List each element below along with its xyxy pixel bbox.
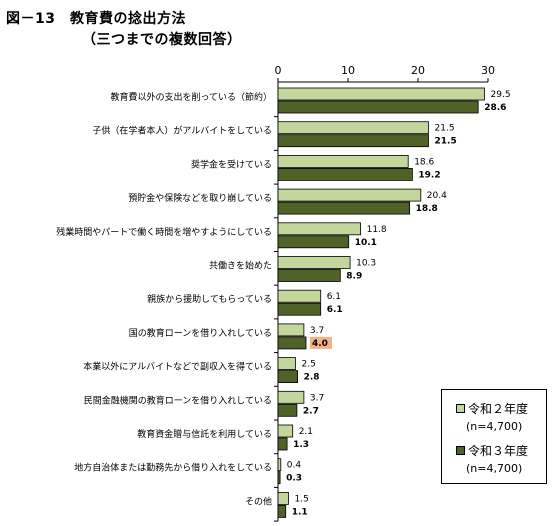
- data-label-series-2: 28.6: [484, 103, 506, 113]
- legend-label: 令和３年度: [468, 444, 529, 458]
- data-label-series-1: 2.1: [299, 427, 313, 437]
- bar-series-1: [277, 491, 289, 505]
- bar-series-1: [277, 390, 305, 404]
- data-label-highlight: [310, 336, 332, 349]
- category-label: 奨学金を受けている: [191, 158, 272, 170]
- bar-series-2: [277, 100, 479, 114]
- data-label-series-1: 3.7: [310, 393, 324, 403]
- data-label-series-1: 2.5: [302, 360, 316, 370]
- category-label: 地方自治体または勤務先から借り入れをしている: [74, 462, 272, 474]
- category-label: 残業時間やパートで働く時間を増やすようにしている: [56, 226, 272, 238]
- bar-series-2: [277, 269, 341, 282]
- category-label: 共働きを始めた: [209, 260, 272, 272]
- chart-title: 図－13 教育費の捻出方法: [6, 11, 186, 27]
- x-tick-label: 0: [275, 64, 282, 77]
- bar-series-2: [277, 504, 287, 518]
- legend-entry-series-1: 令和２年度 (n=4,700): [456, 400, 528, 433]
- data-label-series-2: 2.7: [303, 406, 319, 416]
- bar-series-1: [277, 154, 409, 168]
- data-label-series-2: 1.1: [292, 507, 308, 517]
- category-label: 親族から援助してもらっている: [147, 293, 272, 305]
- data-label-series-1: 3.7: [310, 326, 324, 336]
- category-label: 教育資金贈与信託を利用している: [137, 428, 272, 440]
- legend: 令和２年度 (n=4,700) 令和３年度 (n=4,700): [441, 389, 547, 484]
- data-label-series-1: 21.5: [435, 124, 455, 134]
- data-label-series-2: 18.8: [416, 204, 438, 214]
- data-label-series-2: 4.0: [312, 339, 328, 349]
- data-label-series-2: 10.1: [355, 238, 377, 248]
- category-label: その他: [245, 495, 272, 507]
- data-label-series-2: 21.5: [435, 137, 457, 147]
- legend-entry-series-2: 令和３年度 (n=4,700): [456, 442, 528, 475]
- bar-series-1: [277, 256, 351, 269]
- bar-series-1: [277, 323, 305, 337]
- legend-sample-size: (n=4,700): [466, 462, 523, 475]
- legend-label: 令和２年度: [468, 402, 529, 416]
- bar-series-2: [277, 370, 299, 384]
- data-label-series-1: 11.8: [367, 225, 387, 235]
- data-label-series-1: 18.6: [414, 157, 434, 167]
- bar-series-1: [277, 188, 422, 202]
- bar-series-2: [277, 167, 413, 181]
- bar-series-2: [277, 471, 281, 485]
- category-label: 子供（在学者本人）がアルバイトをしている: [92, 125, 272, 137]
- bar-series-2: [277, 302, 322, 316]
- category-label: 民間金融機関の教育ローンを借り入れしている: [84, 394, 272, 406]
- bar-series-1: [277, 121, 429, 135]
- data-label-series-1: 10.3: [356, 259, 376, 269]
- bar-series-1: [277, 424, 294, 438]
- bar-series-1: [277, 222, 361, 236]
- data-label-series-1: 1.5: [295, 494, 309, 504]
- data-label-series-2: 8.9: [346, 272, 362, 282]
- data-label-series-1: 6.1: [327, 292, 341, 302]
- legend-swatch-series-2: [456, 446, 465, 455]
- x-tick-label: 20: [411, 64, 425, 77]
- bar-series-2: [277, 201, 411, 215]
- chart-subtitle: （三つまでの複数回答）: [82, 32, 242, 48]
- legend-swatch-series-1: [456, 404, 465, 413]
- legend-sample-size: (n=4,700): [466, 420, 523, 433]
- x-tick-label: 30: [481, 64, 495, 77]
- bar-series-1: [277, 87, 485, 101]
- data-label-series-2: 2.8: [304, 373, 320, 383]
- category-label: 教育費以外の支出を削っている（節約）: [110, 91, 272, 103]
- bar-series-2: [277, 235, 350, 249]
- data-label-series-1: 29.5: [491, 90, 511, 100]
- bar-series-1: [277, 357, 296, 371]
- bar-series-2: [277, 336, 307, 350]
- data-label-series-2: 0.3: [286, 474, 302, 484]
- category-label: 本業以外にアルバイトなどで副収入を得ている: [83, 361, 272, 373]
- data-label-series-2: 6.1: [327, 305, 343, 315]
- bar-series-2: [277, 403, 298, 417]
- category-label: 国の教育ローンを借り入れしている: [129, 327, 272, 339]
- x-tick-label: 10: [341, 64, 355, 77]
- bar-series-1: [277, 458, 282, 472]
- category-label: 預貯金や保険などを取り崩している: [128, 192, 272, 204]
- bar-series-1: [277, 289, 322, 303]
- bar-series-2: [277, 134, 429, 148]
- data-label-series-1: 20.4: [427, 191, 447, 201]
- data-label-series-2: 1.3: [293, 440, 309, 450]
- bar-series-2: [277, 437, 288, 451]
- data-label-series-2: 19.2: [418, 170, 440, 180]
- data-label-series-1: 0.4: [287, 461, 302, 471]
